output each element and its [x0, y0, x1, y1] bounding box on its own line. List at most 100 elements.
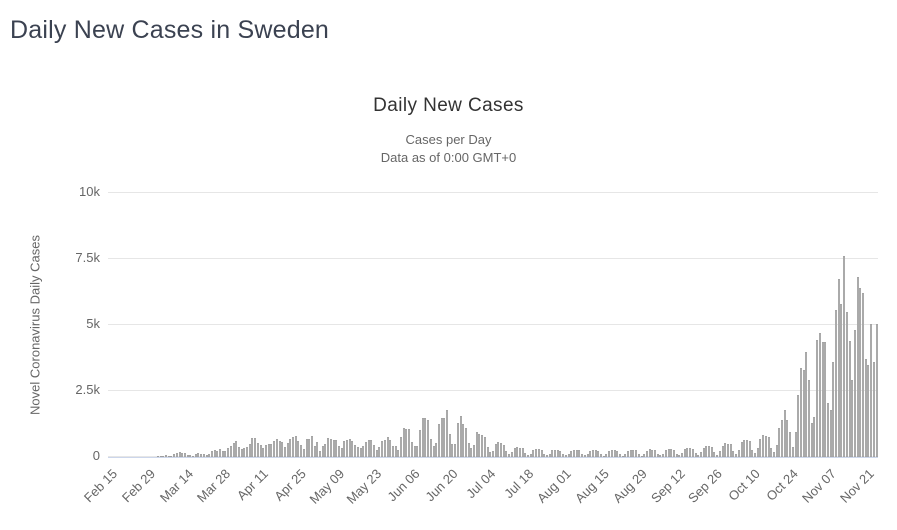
daily-cases-bar[interactable]: [394, 445, 397, 457]
daily-cases-bar[interactable]: [208, 453, 211, 457]
daily-cases-bar[interactable]: [500, 443, 503, 457]
daily-cases-bar[interactable]: [483, 436, 486, 457]
daily-cases-bar[interactable]: [664, 450, 667, 457]
daily-cases-bar[interactable]: [356, 446, 359, 457]
daily-cases-bar[interactable]: [146, 456, 149, 457]
daily-cases-bar[interactable]: [637, 454, 640, 457]
daily-cases-bar[interactable]: [770, 447, 773, 457]
daily-cases-bar[interactable]: [548, 453, 551, 457]
daily-cases-bar[interactable]: [529, 453, 532, 457]
daily-cases-bar[interactable]: [845, 311, 848, 457]
daily-cases-bar[interactable]: [802, 370, 805, 457]
daily-cases-bar[interactable]: [335, 439, 338, 457]
daily-cases-bar[interactable]: [216, 450, 219, 457]
daily-cases-bar[interactable]: [683, 449, 686, 457]
daily-cases-bar[interactable]: [743, 439, 746, 457]
daily-cases-bar[interactable]: [748, 441, 751, 457]
daily-cases-bar[interactable]: [718, 451, 721, 457]
daily-cases-bar[interactable]: [316, 442, 319, 457]
daily-cases-bar[interactable]: [608, 451, 611, 457]
daily-cases-bar[interactable]: [643, 453, 646, 457]
daily-cases-bar[interactable]: [629, 449, 632, 457]
daily-cases-bar[interactable]: [581, 453, 584, 457]
daily-cases-bar[interactable]: [627, 450, 630, 457]
daily-cases-bar[interactable]: [186, 454, 189, 457]
daily-cases-bar[interactable]: [713, 452, 716, 457]
daily-cases-bar[interactable]: [518, 447, 521, 457]
daily-cases-bar[interactable]: [659, 455, 662, 457]
daily-cases-bar[interactable]: [870, 323, 873, 457]
daily-cases-bar[interactable]: [367, 439, 370, 457]
daily-cases-bar[interactable]: [837, 279, 840, 457]
daily-cases-bar[interactable]: [578, 450, 581, 457]
daily-cases-bar[interactable]: [359, 447, 362, 457]
daily-cases-bar[interactable]: [505, 450, 508, 457]
daily-cases-bar[interactable]: [513, 447, 516, 457]
daily-cases-bar[interactable]: [543, 453, 546, 457]
daily-cases-bar[interactable]: [810, 423, 813, 457]
daily-cases-bar[interactable]: [654, 450, 657, 457]
daily-cases-bar[interactable]: [872, 361, 875, 457]
daily-cases-bar[interactable]: [286, 442, 289, 457]
daily-cases-bar[interactable]: [759, 438, 762, 457]
daily-cases-bar[interactable]: [699, 452, 702, 457]
daily-cases-bar[interactable]: [740, 442, 743, 457]
daily-cases-bar[interactable]: [502, 445, 505, 457]
daily-cases-bar[interactable]: [397, 449, 400, 457]
daily-cases-bar[interactable]: [259, 444, 262, 457]
daily-cases-bar[interactable]: [391, 446, 394, 457]
daily-cases-bar[interactable]: [705, 445, 708, 457]
daily-cases-bar[interactable]: [464, 427, 467, 457]
daily-cases-bar[interactable]: [508, 454, 511, 457]
daily-cases-bar[interactable]: [251, 437, 254, 457]
daily-cases-bar[interactable]: [162, 455, 165, 457]
daily-cases-bar[interactable]: [829, 410, 832, 457]
daily-cases-bar[interactable]: [448, 433, 451, 457]
daily-cases-bar[interactable]: [332, 440, 335, 457]
daily-cases-bar[interactable]: [224, 451, 227, 457]
daily-cases-bar[interactable]: [302, 449, 305, 457]
daily-cases-bar[interactable]: [535, 449, 538, 457]
daily-cases-bar[interactable]: [786, 420, 789, 457]
daily-cases-bar[interactable]: [691, 448, 694, 457]
daily-cases-bar[interactable]: [640, 455, 643, 457]
daily-cases-bar[interactable]: [205, 454, 208, 457]
daily-cases-bar[interactable]: [227, 448, 230, 457]
daily-cases-bar[interactable]: [818, 332, 821, 457]
daily-cases-bar[interactable]: [567, 454, 570, 457]
daily-cases-bar[interactable]: [605, 454, 608, 457]
daily-cases-bar[interactable]: [235, 440, 238, 457]
daily-cases-bar[interactable]: [219, 449, 222, 457]
daily-cases-bar[interactable]: [675, 453, 678, 457]
daily-cases-bar[interactable]: [300, 444, 303, 457]
daily-cases-bar[interactable]: [364, 442, 367, 457]
daily-cases-bar[interactable]: [429, 438, 432, 457]
daily-cases-bar[interactable]: [313, 445, 316, 457]
daily-cases-bar[interactable]: [516, 446, 519, 457]
daily-cases-bar[interactable]: [832, 361, 835, 457]
daily-cases-bar[interactable]: [864, 359, 867, 457]
daily-cases-bar[interactable]: [799, 368, 802, 457]
daily-cases-bar[interactable]: [724, 443, 727, 457]
daily-cases-bar[interactable]: [294, 435, 297, 457]
daily-cases-bar[interactable]: [240, 448, 243, 457]
daily-cases-bar[interactable]: [373, 444, 376, 457]
daily-cases-bar[interactable]: [662, 453, 665, 457]
daily-cases-bar[interactable]: [564, 455, 567, 457]
daily-cases-bar[interactable]: [454, 443, 457, 457]
daily-cases-bar[interactable]: [197, 452, 200, 457]
daily-cases-bar[interactable]: [616, 450, 619, 457]
daily-cases-bar[interactable]: [278, 441, 281, 457]
daily-cases-bar[interactable]: [843, 255, 846, 457]
daily-cases-bar[interactable]: [851, 380, 854, 457]
daily-cases-bar[interactable]: [237, 447, 240, 457]
daily-cases-bar[interactable]: [527, 454, 530, 457]
daily-cases-bar[interactable]: [232, 443, 235, 457]
daily-cases-bar[interactable]: [610, 450, 613, 457]
daily-cases-bar[interactable]: [202, 454, 205, 457]
daily-cases-bar[interactable]: [292, 437, 295, 457]
daily-cases-bar[interactable]: [648, 449, 651, 457]
daily-cases-bar[interactable]: [745, 440, 748, 457]
daily-cases-bar[interactable]: [346, 440, 349, 457]
daily-cases-bar[interactable]: [370, 440, 373, 457]
